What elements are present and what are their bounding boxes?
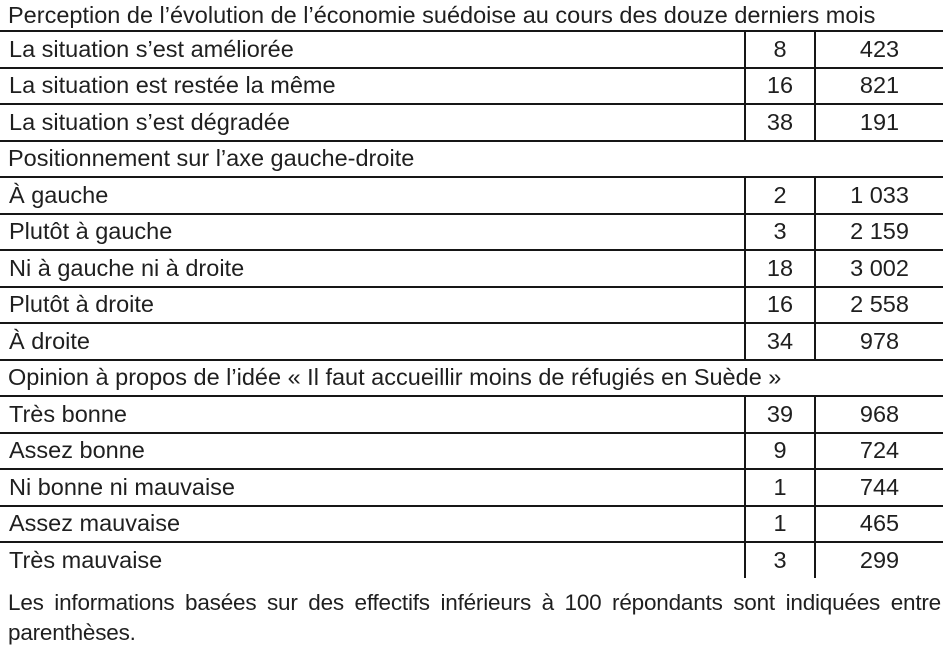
row-label: La situation est restée la même xyxy=(9,72,336,99)
row-percent: 2 xyxy=(744,178,816,213)
footnote: Les informations basées sur des effectif… xyxy=(8,589,941,645)
table-row: Plutôt à droite 16 2 558 xyxy=(0,285,943,322)
row-percent: 1 xyxy=(744,470,816,505)
row-label: À droite xyxy=(9,327,90,354)
row-count: 2 159 xyxy=(850,218,909,245)
section-title: Positionnement sur l’axe gauche-droite xyxy=(8,145,415,172)
row-percent: 1 xyxy=(744,506,816,541)
section-title-row: Opinion à propos de l’idée « Il faut acc… xyxy=(0,358,943,396)
table-row: Assez bonne 9 724 xyxy=(0,431,943,468)
row-percent: 34 xyxy=(744,324,816,359)
row-count: 191 xyxy=(859,108,900,135)
row-percent: 9 xyxy=(744,433,816,468)
row-label: Ni à gauche ni à droite xyxy=(9,254,245,281)
row-percent: 39 xyxy=(744,397,816,432)
row-label: Assez mauvaise xyxy=(9,510,181,537)
row-count: 465 xyxy=(859,510,900,537)
row-count: 744 xyxy=(859,473,900,500)
row-count: 978 xyxy=(859,327,900,354)
section-title-row: Positionnement sur l’axe gauche-droite xyxy=(0,139,943,177)
row-percent: 3 xyxy=(744,543,816,578)
row-count: 3 002 xyxy=(850,254,909,281)
table-row: Ni à gauche ni à droite 18 3 002 xyxy=(0,249,943,286)
row-label: Très mauvaise xyxy=(9,546,163,573)
table-row: Très mauvaise 3 299 xyxy=(0,541,943,578)
row-percent: 18 xyxy=(744,251,816,286)
row-count: 968 xyxy=(859,400,900,427)
row-count: 423 xyxy=(859,35,900,62)
row-label: Ni bonne ni mauvaise xyxy=(9,473,235,500)
row-count: 2 558 xyxy=(850,291,909,318)
row-count: 299 xyxy=(859,546,900,573)
row-percent: 8 xyxy=(744,32,816,67)
row-label: La situation s’est améliorée xyxy=(9,35,294,62)
row-percent: 3 xyxy=(744,214,816,249)
row-percent: 16 xyxy=(744,68,816,103)
table-row: La situation est restée la même 16 821 xyxy=(0,66,943,103)
row-label: Assez bonne xyxy=(9,437,145,464)
row-label: La situation s’est dégradée xyxy=(9,108,290,135)
section-title: Opinion à propos de l’idée « Il faut acc… xyxy=(8,364,782,391)
table-row: Assez mauvaise 1 465 xyxy=(0,504,943,541)
row-label: À gauche xyxy=(9,181,109,208)
section-title-row: Perception de l’évolution de l’économie … xyxy=(0,0,943,30)
table-row: À gauche 2 1 033 xyxy=(0,176,943,213)
table-row: La situation s’est dégradée 38 191 xyxy=(0,103,943,140)
row-percent: 38 xyxy=(744,105,816,140)
table-row: Plutôt à gauche 3 2 159 xyxy=(0,212,943,249)
row-count: 724 xyxy=(859,437,900,464)
row-label: Plutôt à gauche xyxy=(9,218,173,245)
section-title: Perception de l’évolution de l’économie … xyxy=(8,1,876,28)
row-count: 1 033 xyxy=(850,181,909,208)
row-count: 821 xyxy=(859,72,900,99)
table-row: Très bonne 39 968 xyxy=(0,395,943,432)
table-row: Ni bonne ni mauvaise 1 744 xyxy=(0,468,943,505)
table-row: À droite 34 978 xyxy=(0,322,943,359)
table-row: La situation s’est améliorée 8 423 xyxy=(0,30,943,67)
row-label: Plutôt à droite xyxy=(9,291,155,318)
row-label: Très bonne xyxy=(9,400,128,427)
row-percent: 16 xyxy=(744,287,816,322)
